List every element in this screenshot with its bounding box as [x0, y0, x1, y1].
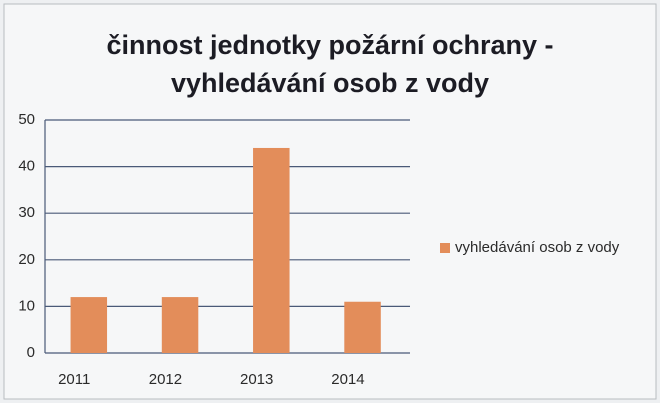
- y-tick-label: 20: [18, 251, 35, 268]
- x-tick-label: 2013: [240, 371, 273, 388]
- y-tick-label: 40: [18, 158, 35, 175]
- y-tick-label: 50: [18, 111, 35, 128]
- bar: [70, 297, 108, 353]
- bar: [161, 297, 199, 353]
- y-tick-label: 30: [18, 204, 35, 221]
- x-tick-label: 2014: [331, 371, 364, 388]
- chart-title: činnost jednotky požární ochrany - vyhle…: [106, 30, 554, 98]
- legend-label: vyhledávání osob z vody: [455, 239, 620, 256]
- y-tick-label: 0: [27, 344, 35, 361]
- x-tick-label: 2011: [58, 371, 90, 388]
- x-tick-label: 2012: [149, 371, 182, 388]
- chart-area: [3, 3, 657, 400]
- y-tick-label: 10: [18, 297, 35, 314]
- bar: [344, 301, 381, 353]
- bar: [253, 147, 290, 353]
- legend-swatch: [440, 243, 450, 253]
